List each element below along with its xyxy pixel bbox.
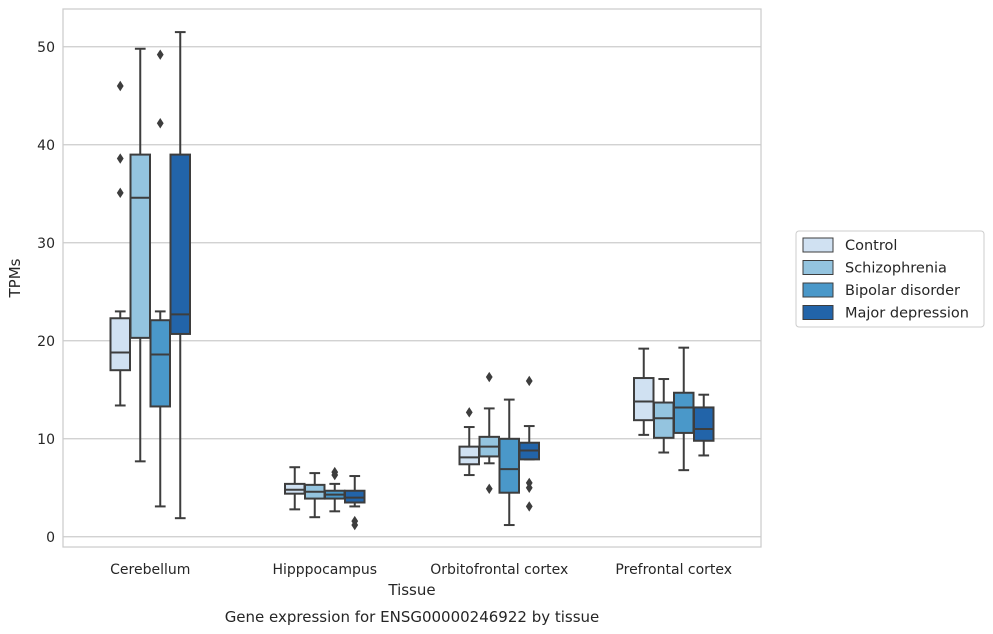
box — [693, 393, 715, 457]
box-iqr — [653, 401, 675, 439]
outlier-point — [525, 501, 533, 512]
series-schizophrenia — [129, 47, 675, 519]
box-series — [109, 31, 715, 531]
chart-caption: Gene expression for ENSG00000246922 by t… — [225, 608, 600, 626]
x-tick-label: Cerebellum — [110, 562, 190, 578]
legend-swatch — [802, 260, 834, 275]
y-tick-label: 10 — [37, 432, 55, 448]
y-tick-label: 30 — [37, 236, 55, 252]
legend-item: Bipolar disorder — [802, 282, 960, 299]
x-tick-label: Prefrontal cortex — [615, 562, 732, 578]
box — [129, 47, 151, 463]
box — [653, 378, 675, 454]
outlier-point — [116, 80, 124, 92]
legend-label: Schizophrenia — [845, 261, 947, 277]
legend-item: Control — [802, 237, 897, 254]
x-tick-label: Orbitofrontal cortex — [430, 562, 568, 578]
box — [518, 375, 540, 512]
legend-swatch — [802, 237, 834, 253]
box — [498, 398, 520, 527]
legend: Control Schizophrenia Bipolar disorder Majo… — [795, 230, 985, 328]
box-iqr — [633, 377, 655, 422]
legend-label: Control — [845, 238, 897, 254]
box — [458, 407, 480, 477]
box-iqr — [149, 319, 171, 408]
box-iqr — [673, 391, 695, 434]
legend-item: Schizophrenia — [802, 260, 947, 277]
legend-label: Bipolar disorder — [845, 283, 960, 299]
box — [344, 475, 366, 531]
box-iqr — [498, 437, 520, 494]
outlier-point — [465, 407, 473, 418]
box — [284, 466, 306, 511]
legend-swatch — [802, 305, 834, 320]
y-axis-label: TPMs — [6, 258, 24, 298]
y-tick-labels: 0 10 20 30 40 50 — [37, 40, 55, 546]
box-iqr — [109, 317, 131, 372]
x-axis-label: Tissue — [387, 581, 435, 599]
outlier-point — [116, 187, 124, 199]
legend-item: Major depression — [802, 305, 969, 322]
y-tick-label: 40 — [37, 138, 55, 154]
legend-frame — [795, 230, 985, 328]
box-iqr — [129, 153, 151, 339]
box — [673, 346, 695, 472]
outlier-point — [156, 49, 164, 60]
y-tick-label: 0 — [46, 530, 55, 546]
legend-swatch — [802, 282, 834, 298]
box — [633, 347, 655, 436]
box-iqr — [169, 153, 191, 335]
y-tick-label: 50 — [37, 40, 55, 56]
outlier-point — [485, 371, 493, 383]
outlier-point — [116, 153, 124, 164]
plot-frame — [62, 8, 762, 548]
box — [149, 49, 171, 508]
outlier-point — [156, 118, 164, 129]
legend-label: Major depression — [845, 306, 969, 322]
box — [304, 472, 326, 519]
series-control — [109, 80, 655, 511]
outlier-point — [485, 483, 493, 494]
outlier-point — [351, 515, 359, 527]
y-tick-label: 20 — [37, 334, 55, 350]
outlier-point — [525, 482, 533, 493]
outlier-point — [331, 466, 339, 478]
series-major-depression — [169, 31, 715, 531]
x-tick-labels: Cerebellum Hipppocampus Orbitofrontal cort… — [110, 562, 732, 578]
x-tick-label: Hipppocampus — [272, 562, 377, 578]
box — [169, 31, 191, 520]
series-bipolar-disorder — [149, 49, 695, 527]
box-iqr — [693, 406, 715, 442]
box-iqr — [458, 445, 480, 466]
outlier-point — [525, 375, 533, 387]
box — [109, 80, 131, 407]
box — [324, 466, 346, 513]
